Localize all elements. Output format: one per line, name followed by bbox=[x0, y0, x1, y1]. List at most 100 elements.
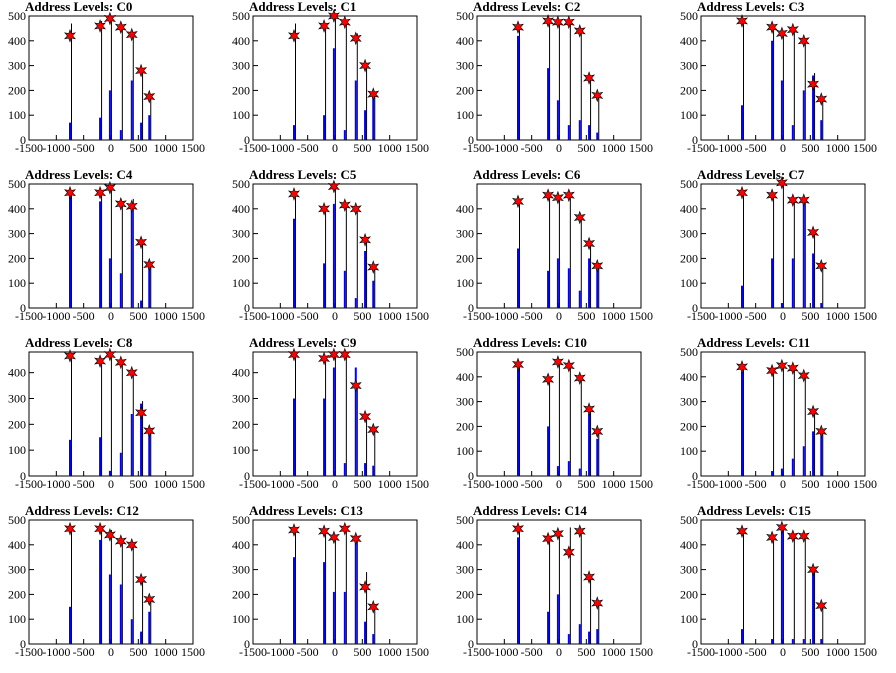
peak-marker bbox=[562, 188, 575, 203]
y-tick-label: 300 bbox=[680, 563, 698, 577]
peak-marker bbox=[367, 422, 380, 437]
y-tick-label: 300 bbox=[8, 563, 26, 577]
y-tick-label: 200 bbox=[680, 587, 698, 601]
x-tick-label: -1500 bbox=[687, 141, 715, 155]
x-tick-label: 500 bbox=[353, 477, 371, 491]
y-tick-label: 0 bbox=[20, 469, 26, 483]
y-tick-label: 500 bbox=[8, 513, 26, 527]
chart-panel-9: Address Levels: C9 0 100 200 300 400 -1500 -100… bbox=[219, 332, 443, 500]
x-tick-label: -500 bbox=[297, 141, 319, 155]
x-tick-label: -1000 bbox=[490, 645, 518, 659]
y-tick-label: 100 bbox=[8, 612, 26, 626]
chart-title: Address Levels: C11 bbox=[697, 335, 810, 350]
y-tick-label: 400 bbox=[680, 202, 698, 216]
chart-panel-14: Address Levels: C14 0 100 200 300 400 500 -1500… bbox=[443, 500, 667, 668]
y-tick-label: 300 bbox=[456, 563, 474, 577]
y-tick-label: 300 bbox=[680, 59, 698, 73]
x-tick-label: 0 bbox=[556, 309, 562, 323]
y-tick-label: 400 bbox=[8, 366, 26, 380]
chart-svg: Address Levels: C13 0 100 200 300 400 500 -1500… bbox=[232, 503, 429, 659]
y-tick-label: 500 bbox=[232, 513, 250, 527]
peak-marker bbox=[349, 31, 362, 46]
x-tick-label: -500 bbox=[73, 645, 95, 659]
peak-marker bbox=[815, 424, 828, 439]
peak-marker bbox=[562, 15, 575, 30]
x-tick-label: -500 bbox=[521, 645, 543, 659]
y-tick-label: 400 bbox=[232, 202, 250, 216]
y-tick-label: 100 bbox=[232, 276, 250, 290]
x-tick-label: 1000 bbox=[602, 645, 626, 659]
peak-marker bbox=[288, 187, 300, 201]
peak-marker bbox=[786, 529, 799, 544]
y-tick-label: 400 bbox=[8, 34, 26, 48]
x-tick-label: -500 bbox=[521, 309, 543, 323]
x-tick-label: -1500 bbox=[463, 309, 491, 323]
peak-marker bbox=[815, 598, 828, 613]
peak-marker bbox=[562, 358, 575, 373]
x-tick-label: 1500 bbox=[181, 141, 205, 155]
y-tick-label: 200 bbox=[680, 251, 698, 265]
peak-marker bbox=[807, 77, 820, 92]
chart-panel-10: Address Levels: C10 0 100 200 300 400 500 -1500… bbox=[443, 332, 667, 500]
x-tick-label: -1500 bbox=[687, 309, 715, 323]
x-tick-label: 1500 bbox=[629, 645, 653, 659]
chart-title: Address Levels: C3 bbox=[697, 0, 805, 14]
y-tick-label: 0 bbox=[20, 133, 26, 147]
y-tick-label: 500 bbox=[456, 345, 474, 359]
chart-title: Address Levels: C15 bbox=[697, 503, 811, 518]
x-tick-label: 1000 bbox=[378, 309, 402, 323]
peak-marker bbox=[775, 520, 788, 535]
peak-marker bbox=[562, 545, 575, 560]
peak-marker bbox=[349, 201, 362, 216]
chart-title: Address Levels: C13 bbox=[249, 503, 363, 518]
chart-svg: Address Levels: C11 0 100 200 300 400 500 -1500… bbox=[680, 335, 877, 491]
x-tick-label: -1500 bbox=[239, 141, 267, 155]
y-tick-label: 500 bbox=[680, 345, 698, 359]
chart-title: Address Levels: C5 bbox=[249, 167, 357, 182]
peak-marker bbox=[327, 179, 340, 194]
x-tick-label: -1000 bbox=[42, 309, 70, 323]
y-tick-label: 200 bbox=[456, 419, 474, 433]
peak-marker bbox=[94, 354, 107, 368]
chart-title: Address Levels: C7 bbox=[697, 167, 805, 182]
peak-marker bbox=[64, 28, 76, 43]
y-tick-label: 500 bbox=[8, 9, 26, 23]
y-tick-label: 400 bbox=[232, 34, 250, 48]
x-tick-label: -1000 bbox=[266, 309, 294, 323]
peak-marker bbox=[583, 71, 596, 85]
y-tick-label: 400 bbox=[232, 366, 250, 380]
y-tick-label: 400 bbox=[456, 538, 474, 552]
peak-marker bbox=[143, 257, 156, 272]
x-tick-label: -1000 bbox=[490, 477, 518, 491]
x-tick-label: -500 bbox=[521, 477, 543, 491]
x-tick-label: 0 bbox=[108, 477, 114, 491]
x-tick-label: -1500 bbox=[239, 309, 267, 323]
y-tick-label: 400 bbox=[680, 370, 698, 384]
peak-marker bbox=[103, 180, 116, 195]
x-tick-label: 1500 bbox=[853, 141, 877, 155]
chart-title: Address Levels: C0 bbox=[25, 0, 132, 14]
y-tick-label: 200 bbox=[680, 419, 698, 433]
x-tick-label: 500 bbox=[353, 141, 371, 155]
y-tick-label: 200 bbox=[232, 417, 250, 431]
peak-marker bbox=[766, 530, 779, 545]
y-tick-label: 100 bbox=[456, 276, 474, 290]
y-tick-label: 0 bbox=[692, 133, 698, 147]
peak-marker bbox=[349, 378, 362, 393]
peak-marker bbox=[338, 521, 351, 536]
peak-marker bbox=[143, 423, 156, 438]
y-tick-label: 500 bbox=[232, 177, 250, 191]
x-tick-label: 1000 bbox=[154, 309, 178, 323]
chart-title: Address Levels: C1 bbox=[249, 0, 356, 14]
chart-svg: Address Levels: C9 0 100 200 300 400 -1500 -100… bbox=[232, 335, 429, 491]
x-tick-label: 1500 bbox=[181, 309, 205, 323]
peak-marker bbox=[786, 22, 799, 37]
y-tick-label: 100 bbox=[680, 444, 698, 458]
y-tick-label: 300 bbox=[8, 227, 26, 241]
y-tick-label: 200 bbox=[8, 587, 26, 601]
peak-marker bbox=[64, 521, 76, 536]
x-tick-label: 500 bbox=[801, 309, 819, 323]
y-tick-label: 400 bbox=[680, 34, 698, 48]
y-tick-label: 400 bbox=[456, 34, 474, 48]
y-tick-label: 100 bbox=[456, 108, 474, 122]
